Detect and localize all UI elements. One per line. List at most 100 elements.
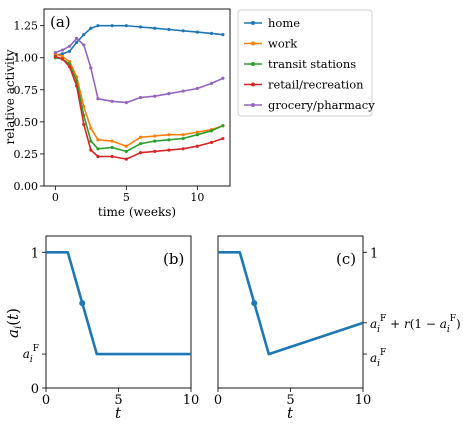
series-retail — [55, 55, 224, 160]
point-retail-1 — [60, 57, 65, 61]
point-retail-6 — [96, 154, 100, 159]
x-tick-label-c-0: 0 — [214, 393, 222, 408]
point-retail-2 — [67, 65, 72, 69]
point-retail-0 — [53, 54, 57, 59]
point-grocery-10 — [153, 94, 157, 98]
point-work-1 — [60, 54, 65, 59]
legend-label-home: home — [268, 16, 300, 30]
panel-a: (a) 0 5 10 0.00 0.25 0.50 0.75 1.00 1.25 time (w… — [3, 8, 231, 219]
panel-a-xlabel: time (weeks) — [98, 205, 176, 219]
point-grocery-1 — [60, 48, 65, 52]
point-retail-13 — [195, 144, 199, 148]
point-grocery-15 — [221, 76, 225, 80]
point-transit-12 — [181, 136, 185, 141]
point-grocery-14 — [209, 81, 214, 85]
legend-marker-work — [251, 41, 255, 46]
point-home-2 — [67, 49, 72, 53]
x-tick-label-a-0: 0 — [52, 191, 59, 204]
point-grocery-13 — [195, 86, 199, 91]
point-retail-4 — [82, 122, 86, 127]
y-tick-label-c-0: 1 — [370, 246, 378, 261]
x-tick-label-c-1: 5 — [286, 393, 294, 408]
series-grocery — [55, 37, 224, 104]
legend-label-grocery: grocery/pharmacy — [268, 98, 375, 112]
legend-label-retail: retail/recreation — [268, 78, 364, 92]
y-tick-label-a-4: 1.00 — [14, 52, 39, 65]
panel-c: (c) 0 5 10 1 aiF + r(1 − aiF) aiF t — [214, 235, 461, 422]
y-tick-label-a-2: 0.50 — [14, 116, 39, 129]
point-work-6 — [96, 138, 100, 142]
point-work-9 — [138, 135, 143, 139]
legend-marker-transit — [251, 62, 255, 66]
panel-c-series — [218, 251, 364, 356]
panel-c-xlabel: t — [287, 404, 294, 422]
point-retail-9 — [138, 151, 143, 155]
point-retail-7 — [110, 154, 114, 159]
series-transit — [55, 56, 224, 153]
y-tick-label-b-0: 0 — [31, 382, 39, 397]
legend-marker-home — [251, 21, 255, 25]
point-home-5 — [89, 26, 93, 30]
x-tick-label-b-2: 10 — [183, 393, 200, 408]
point-work-11 — [167, 133, 171, 137]
x-tick-label-a-1: 5 — [123, 191, 130, 204]
panel-b-ticks: 0 5 10 0 1 aiF — [23, 246, 200, 408]
model-marker-c — [251, 300, 258, 307]
point-transit-11 — [167, 138, 171, 142]
panel-b-label: (b) — [163, 250, 184, 268]
y-tick-label-c-2: aiF — [370, 348, 386, 369]
point-retail-12 — [181, 147, 185, 151]
panel-a-label: (a) — [50, 13, 71, 31]
panel-b-ylabel: ai(t) — [4, 308, 24, 338]
point-home-7 — [110, 24, 114, 28]
point-grocery-5 — [89, 66, 93, 70]
y-tick-label-c-1: aiF + r(1 − aiF) — [370, 314, 461, 335]
point-retail-8 — [124, 157, 128, 161]
point-home-10 — [153, 26, 157, 30]
point-grocery-3 — [75, 36, 79, 41]
point-work-5 — [89, 126, 93, 130]
point-transit-9 — [138, 142, 143, 146]
point-transit-5 — [89, 139, 93, 143]
y-tick-label-a-5: 1.25 — [14, 20, 39, 33]
panel-b: (b) 0 5 10 0 1 aiF t ai(t) — [4, 235, 200, 422]
point-grocery-11 — [167, 92, 171, 96]
point-work-7 — [110, 139, 114, 143]
panel-a-ticks: 0 5 10 0.00 0.25 0.50 0.75 1.00 1.25 — [14, 20, 205, 204]
panel-a-ylabel: relative activity — [3, 49, 17, 144]
point-retail-14 — [209, 140, 214, 144]
legend-frame — [237, 9, 373, 117]
panel-a-frame — [43, 8, 231, 187]
point-transit-13 — [195, 133, 199, 137]
point-grocery-12 — [181, 89, 185, 93]
point-home-1 — [60, 52, 65, 56]
y-tick-label-a-1: 0.25 — [14, 148, 39, 161]
legend-marker-retail — [251, 82, 255, 87]
point-retail-5 — [89, 148, 93, 152]
legend-label-transit: transit stations — [268, 57, 356, 71]
point-home-14 — [209, 31, 214, 35]
y-tick-label-a-3: 0.75 — [14, 84, 39, 97]
legend: home work transit stations retail/recreatio… — [237, 9, 375, 117]
point-work-10 — [153, 134, 157, 138]
point-home-8 — [124, 24, 128, 28]
panel-c-label: (c) — [336, 250, 356, 268]
point-transit-8 — [124, 149, 128, 153]
legend-marker-grocery — [251, 103, 255, 107]
y-tick-label-a-0: 0.00 — [14, 180, 39, 193]
x-tick-label-c-2: 10 — [355, 393, 372, 408]
point-transit-10 — [153, 139, 157, 143]
point-retail-15 — [221, 136, 225, 141]
y-tick-label-b-2: 1 — [31, 246, 39, 261]
point-retail-10 — [153, 149, 157, 153]
point-work-12 — [181, 133, 185, 137]
point-work-13 — [195, 130, 199, 134]
point-work-8 — [124, 144, 128, 148]
point-home-9 — [138, 25, 143, 29]
point-retail-11 — [167, 148, 171, 152]
x-tick-label-a-2: 10 — [190, 191, 204, 204]
point-grocery-8 — [124, 101, 128, 105]
point-transit-15 — [221, 124, 225, 128]
point-home-3 — [75, 40, 79, 44]
